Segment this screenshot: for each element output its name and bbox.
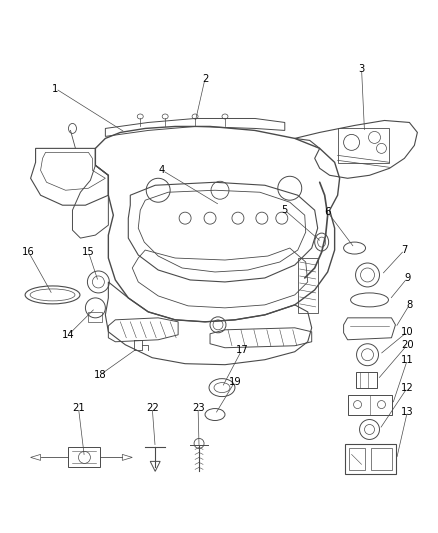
Text: 13: 13	[401, 407, 414, 416]
Text: 1: 1	[52, 84, 59, 94]
Bar	[338, 128, 389, 163]
Text: 22: 22	[146, 402, 159, 413]
Text: 14: 14	[62, 330, 75, 340]
Text: 12: 12	[401, 383, 414, 393]
Text: 18: 18	[94, 370, 107, 379]
Bar	[356, 372, 378, 387]
Text: 5: 5	[282, 205, 288, 215]
Bar	[298, 258, 318, 313]
Text: 11: 11	[401, 354, 414, 365]
Bar	[68, 447, 100, 467]
Text: 4: 4	[159, 165, 165, 175]
Text: 21: 21	[72, 402, 85, 413]
Text: 3: 3	[358, 63, 365, 74]
Bar	[345, 445, 396, 474]
Text: 9: 9	[404, 273, 410, 283]
Bar	[88, 312, 102, 322]
Text: 15: 15	[82, 247, 95, 257]
Text: 16: 16	[22, 247, 35, 257]
Text: 20: 20	[401, 340, 414, 350]
Text: 8: 8	[406, 300, 413, 310]
Text: 6: 6	[325, 207, 331, 217]
Bar	[371, 448, 392, 470]
Bar	[348, 394, 392, 415]
Bar	[349, 448, 364, 470]
Text: 17: 17	[236, 345, 248, 355]
Text: 2: 2	[202, 74, 208, 84]
Text: 23: 23	[192, 402, 205, 413]
Text: 10: 10	[401, 327, 414, 337]
Text: 19: 19	[229, 377, 241, 386]
Text: 7: 7	[401, 245, 408, 255]
